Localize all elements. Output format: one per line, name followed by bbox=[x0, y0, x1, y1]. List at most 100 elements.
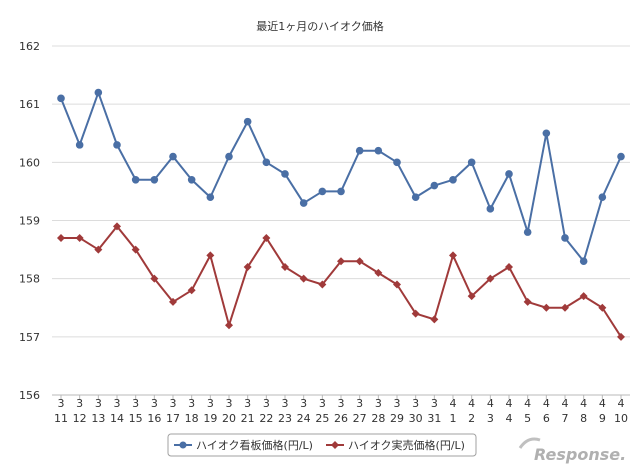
x-tick-day: 8 bbox=[580, 412, 587, 425]
x-tick-month: 3 bbox=[431, 397, 438, 410]
data-point[interactable] bbox=[561, 303, 569, 312]
x-tick-day: 9 bbox=[599, 412, 606, 425]
y-tick-label: 159 bbox=[19, 215, 40, 228]
data-point[interactable] bbox=[505, 170, 513, 178]
x-tick-day: 5 bbox=[524, 412, 531, 425]
data-point[interactable] bbox=[598, 303, 607, 312]
data-point[interactable] bbox=[337, 187, 345, 196]
data-point[interactable] bbox=[281, 263, 289, 272]
data-point[interactable] bbox=[75, 141, 84, 149]
legend-item-series-2[interactable]: ハイオク実売価格(円/L) bbox=[326, 438, 465, 452]
legend-marker-diamond bbox=[331, 441, 339, 449]
data-point[interactable] bbox=[281, 170, 289, 178]
data-point[interactable] bbox=[318, 187, 327, 196]
data-point[interactable] bbox=[299, 274, 308, 283]
data-point[interactable] bbox=[467, 158, 476, 167]
data-point[interactable] bbox=[94, 88, 103, 97]
x-tick-day: 27 bbox=[353, 412, 367, 425]
series-line-1 bbox=[60, 91, 622, 263]
data-point[interactable] bbox=[374, 268, 383, 277]
data-point[interactable] bbox=[467, 292, 476, 301]
y-tick-label: 158 bbox=[19, 273, 40, 286]
y-tick-label: 157 bbox=[19, 331, 40, 344]
data-point[interactable] bbox=[617, 332, 625, 341]
data-point[interactable] bbox=[523, 297, 532, 306]
data-point[interactable] bbox=[262, 233, 271, 242]
data-point[interactable] bbox=[262, 158, 271, 167]
data-point[interactable] bbox=[411, 193, 420, 202]
data-point[interactable] bbox=[299, 199, 308, 207]
data-point[interactable] bbox=[187, 175, 196, 184]
data-point[interactable] bbox=[150, 175, 159, 184]
x-tick-month: 3 bbox=[394, 397, 401, 410]
data-point[interactable] bbox=[449, 251, 457, 260]
data-point[interactable] bbox=[542, 129, 551, 138]
data-point[interactable] bbox=[486, 205, 495, 213]
data-point[interactable] bbox=[75, 233, 84, 242]
data-point[interactable] bbox=[206, 251, 215, 260]
x-tick-month: 3 bbox=[338, 397, 345, 410]
x-tick-month: 3 bbox=[132, 397, 139, 410]
data-point[interactable] bbox=[393, 158, 401, 167]
series bbox=[57, 88, 625, 341]
data-point[interactable] bbox=[150, 274, 159, 283]
y-tick-label: 160 bbox=[19, 156, 40, 169]
x-tick-day: 22 bbox=[259, 412, 273, 425]
data-point[interactable] bbox=[169, 152, 177, 161]
data-point[interactable] bbox=[542, 303, 551, 312]
x-tick-month: 3 bbox=[319, 397, 326, 410]
legend-label-series-1: ハイオク看板価格(円/L) bbox=[196, 438, 313, 452]
data-point[interactable] bbox=[449, 175, 457, 184]
data-point[interactable] bbox=[131, 175, 140, 184]
x-tick-day: 26 bbox=[334, 412, 348, 425]
watermark-text: Response. bbox=[534, 445, 626, 464]
data-point[interactable] bbox=[523, 228, 532, 236]
data-point[interactable] bbox=[57, 233, 65, 242]
data-point[interactable] bbox=[225, 152, 233, 161]
x-tick-day: 25 bbox=[315, 412, 329, 425]
data-point[interactable] bbox=[355, 146, 364, 155]
x-tick-day: 17 bbox=[166, 412, 180, 425]
data-point[interactable] bbox=[579, 292, 588, 301]
data-point[interactable] bbox=[430, 315, 439, 324]
data-point[interactable] bbox=[169, 297, 177, 306]
data-point[interactable] bbox=[486, 274, 495, 283]
x-tick-day: 21 bbox=[241, 412, 255, 425]
y-tick-label: 161 bbox=[19, 98, 40, 111]
data-point[interactable] bbox=[225, 321, 233, 330]
data-point[interactable] bbox=[393, 280, 401, 289]
data-point[interactable] bbox=[430, 181, 439, 190]
data-point[interactable] bbox=[374, 146, 383, 155]
x-tick-month: 4 bbox=[543, 397, 550, 410]
series-2 bbox=[57, 222, 625, 341]
data-point[interactable] bbox=[131, 245, 140, 254]
data-point[interactable] bbox=[617, 152, 625, 161]
x-tick-day: 16 bbox=[147, 412, 161, 425]
data-point[interactable] bbox=[206, 193, 215, 202]
x-tick-month: 4 bbox=[524, 397, 531, 410]
x-tick-day: 18 bbox=[185, 412, 199, 425]
data-point[interactable] bbox=[187, 286, 196, 295]
x-tick-month: 3 bbox=[300, 397, 307, 410]
legend-marker-circle bbox=[179, 441, 187, 449]
x-tick-day: 15 bbox=[129, 412, 143, 425]
data-point[interactable] bbox=[57, 94, 65, 103]
data-point[interactable] bbox=[94, 245, 103, 254]
x-tick-day: 20 bbox=[222, 412, 236, 425]
data-point[interactable] bbox=[337, 257, 345, 266]
data-point[interactable] bbox=[561, 234, 569, 242]
data-point[interactable] bbox=[113, 141, 121, 149]
x-tick-month: 4 bbox=[487, 397, 494, 410]
data-point[interactable] bbox=[113, 222, 121, 231]
legend-item-series-1[interactable]: ハイオク看板価格(円/L) bbox=[174, 438, 313, 452]
data-point[interactable] bbox=[598, 193, 607, 202]
x-tick-day: 3 bbox=[487, 412, 494, 425]
data-point[interactable] bbox=[243, 263, 252, 272]
data-point[interactable] bbox=[318, 280, 327, 289]
data-point[interactable] bbox=[355, 257, 364, 266]
data-point[interactable] bbox=[411, 309, 420, 318]
data-point[interactable] bbox=[505, 263, 513, 272]
watermark-swoosh-icon bbox=[518, 437, 541, 449]
data-point[interactable] bbox=[243, 117, 252, 126]
data-point[interactable] bbox=[579, 257, 588, 266]
